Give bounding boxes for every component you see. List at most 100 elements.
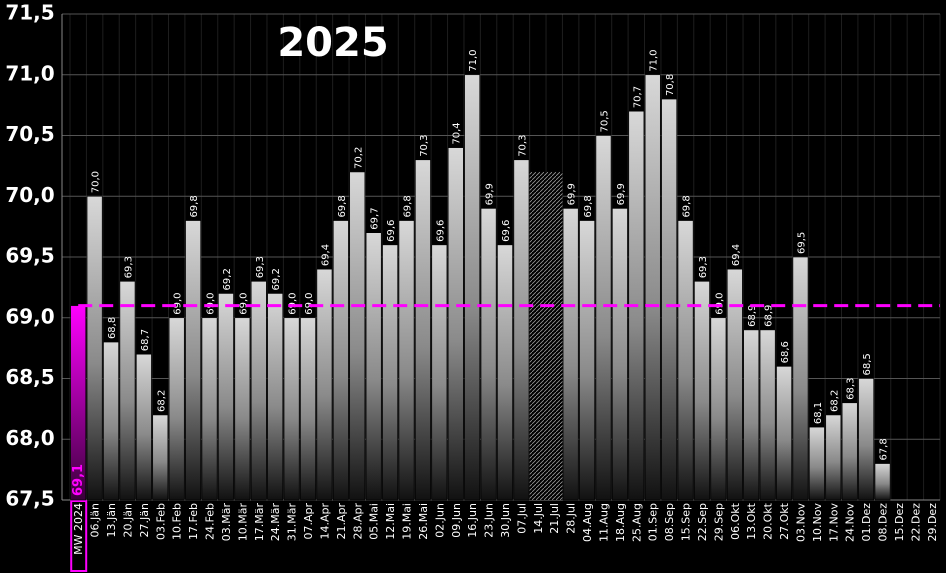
x-tick-label: 09.Jun — [450, 503, 463, 538]
bar — [218, 293, 234, 501]
value-label: 69,9 — [485, 183, 496, 205]
y-tick-label: 70,5 — [5, 122, 54, 146]
bar — [694, 280, 710, 501]
value-label: 69,3 — [123, 256, 134, 278]
x-tick-label: 10.Mär — [236, 503, 249, 542]
value-label: 69,8 — [337, 195, 348, 217]
x-tick-label: 17.Mär — [253, 503, 266, 542]
chart-title: 2025 — [277, 20, 388, 66]
bar — [825, 414, 842, 501]
x-tick-label: 22.Dez — [909, 503, 922, 542]
value-label: 69,1 — [71, 464, 86, 496]
x-tick-label: 24.Nov — [844, 503, 857, 542]
value-label: 69,0 — [288, 292, 299, 314]
bar — [267, 293, 284, 501]
y-tick-label: 70,0 — [5, 183, 54, 207]
bar — [185, 220, 201, 501]
gap-hatch — [529, 171, 547, 500]
y-tick-label: 67,5 — [5, 487, 54, 511]
x-tick-label: 18.Aug — [614, 503, 627, 542]
bar — [70, 305, 87, 501]
value-label: 70,0 — [91, 171, 102, 193]
x-tick-label: 14.Apr — [318, 503, 331, 540]
bar — [562, 208, 579, 501]
y-tick-label: 68,0 — [5, 426, 54, 450]
value-label: 69,0 — [238, 292, 249, 314]
value-label: 69,0 — [304, 292, 315, 314]
x-tick-label: 07.Jul — [515, 503, 528, 534]
x-tick-label: 23.Jun — [483, 503, 496, 538]
value-label: 69,0 — [714, 292, 725, 314]
bar — [595, 135, 612, 501]
value-label: 69,4 — [320, 244, 331, 266]
value-label: 70,2 — [353, 147, 364, 169]
bar — [415, 159, 431, 501]
bar — [447, 147, 464, 501]
x-tick-label: 03.Nov — [794, 503, 807, 542]
value-label: 68,5 — [862, 353, 873, 375]
bar — [809, 426, 825, 501]
value-label: 67,8 — [879, 438, 890, 460]
x-tick-label: 12.Mai — [384, 503, 397, 540]
bar — [300, 317, 316, 501]
bar — [431, 244, 448, 501]
x-tick-label: 28.Jul — [565, 503, 578, 534]
x-tick-label: 31.Mär — [286, 503, 299, 542]
bar — [103, 341, 119, 501]
bar — [168, 317, 185, 501]
value-label: 71,0 — [468, 49, 479, 71]
bar — [480, 208, 497, 501]
value-label: 68,7 — [140, 329, 151, 351]
x-tick-label: 10.Nov — [811, 503, 824, 542]
value-label: 69,4 — [731, 244, 742, 266]
y-tick-label: 71,0 — [5, 61, 54, 85]
x-tick-label: 06.Jän — [89, 503, 102, 537]
x-tick-label: 08.Dez — [877, 503, 890, 542]
y-tick-label: 69,5 — [5, 244, 54, 268]
value-label: 69,3 — [698, 256, 709, 278]
value-label: 69,8 — [583, 195, 594, 217]
x-tick-label: 04.Aug — [581, 503, 594, 542]
x-tick-label: 11.Aug — [597, 503, 610, 542]
value-label: 70,4 — [452, 122, 463, 144]
x-tick-label: MW 2024 — [72, 503, 85, 555]
bar — [858, 378, 874, 501]
x-tick-label: 05.Mai — [368, 503, 381, 540]
value-label: 69,7 — [370, 207, 381, 229]
x-tick-label: 13.Jän — [105, 503, 118, 537]
x-tick-label: 29.Dez — [926, 503, 939, 542]
x-tick-label: 03.Feb — [154, 503, 167, 540]
x-tick-label: 13.Okt — [745, 502, 758, 540]
value-label: 70,7 — [632, 86, 643, 108]
x-tick-label: 25.Aug — [630, 503, 643, 542]
value-label: 69,5 — [796, 232, 807, 254]
x-tick-label: 27.Jän — [138, 503, 151, 537]
value-label: 68,9 — [747, 305, 758, 327]
value-label: 69,9 — [616, 183, 627, 205]
y-tick-label: 68,5 — [5, 365, 54, 389]
bar — [661, 98, 678, 501]
x-tick-label: 03.Mär — [220, 503, 233, 542]
bar — [283, 317, 300, 501]
value-label: 69,2 — [271, 268, 282, 290]
value-label: 70,5 — [599, 110, 610, 132]
value-label: 68,6 — [780, 341, 791, 363]
value-label: 68,2 — [156, 390, 167, 412]
bar — [841, 402, 858, 501]
x-tick-label: 08.Sep — [663, 503, 676, 541]
value-label: 69,8 — [189, 195, 200, 217]
x-tick-label: 29.Sep — [712, 503, 725, 541]
value-label: 68,1 — [813, 402, 824, 424]
value-label: 69,2 — [222, 268, 233, 290]
value-label: 69,6 — [386, 220, 397, 242]
bar — [152, 414, 169, 501]
bar — [874, 463, 891, 501]
highlight-box — [70, 500, 88, 572]
bar — [332, 220, 349, 501]
bar — [759, 329, 776, 501]
value-label: 68,8 — [107, 317, 118, 339]
x-tick-label: 17.Nov — [827, 503, 840, 542]
value-label: 71,0 — [649, 49, 660, 71]
value-label: 69,8 — [682, 195, 693, 217]
